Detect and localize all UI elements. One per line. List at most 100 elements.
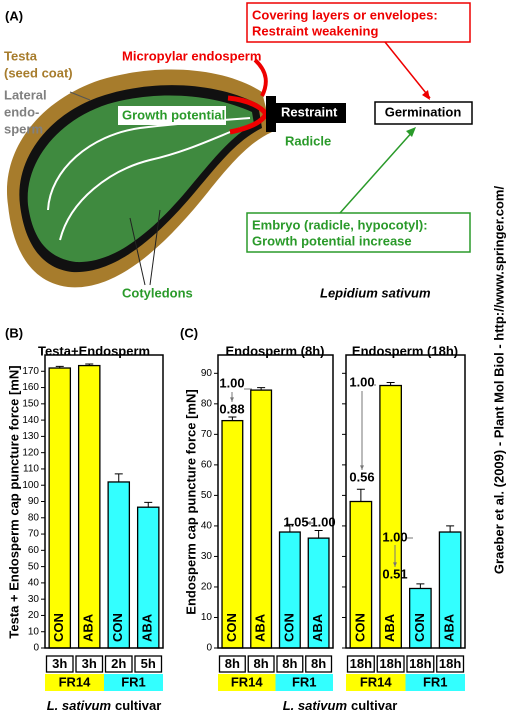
- time-label: 5h: [141, 656, 156, 671]
- time-box: [218, 655, 246, 673]
- annotation: 1.00: [219, 375, 244, 390]
- panel-label: (B): [5, 325, 23, 340]
- bar-label: CON: [224, 613, 239, 642]
- y-axis-label: Testa + Endosperm cap puncture force [mN…: [6, 365, 21, 638]
- group-box: [405, 674, 465, 691]
- label-germination: Germination: [385, 104, 462, 119]
- label-covering: Restraint weakening: [252, 23, 378, 38]
- group-box: [45, 674, 104, 691]
- time-label: 8h: [311, 656, 326, 671]
- label-cotyledons: Cotyledons: [122, 285, 193, 300]
- plot-frame: [217, 354, 334, 649]
- annotation: 0.56: [349, 469, 374, 484]
- seed-drawing: [6, 2, 473, 288]
- annotation: 1.05: [283, 514, 308, 529]
- panel-label: (C): [180, 325, 198, 340]
- y-axis-label: Endosperm cap puncture force [mN]: [183, 389, 198, 614]
- chart-title: Endosperm (18h): [352, 343, 458, 358]
- label-micropylar: Micropylar endosperm: [122, 48, 261, 63]
- group-box: [275, 674, 333, 691]
- error-bar: [446, 525, 455, 533]
- x-axis-label: L. sativum cultivar: [283, 698, 398, 713]
- label-growth: Growth potential: [122, 107, 225, 122]
- y-tick-label: 70: [201, 429, 213, 440]
- error-bar: [144, 501, 153, 508]
- annotation: 0.51: [382, 566, 407, 581]
- time-box: [247, 655, 275, 673]
- y-tick-label: 40: [201, 521, 213, 532]
- y-tick-label: 50: [201, 490, 213, 501]
- label-lateral: sperm: [4, 121, 43, 136]
- y-tick-label: 160: [22, 382, 39, 393]
- y-tick-label: 140: [22, 415, 39, 426]
- error-bar: [416, 583, 425, 589]
- time-box: [104, 655, 133, 673]
- bar: [48, 367, 72, 649]
- label-testa: Testa: [4, 48, 38, 63]
- y-tick-label: 10: [201, 612, 213, 623]
- error-bar: [285, 523, 294, 533]
- x-axis-label-species: L. sativum: [47, 698, 112, 713]
- time-box: [376, 655, 405, 673]
- annotation: 0.88: [219, 401, 244, 416]
- y-tick-label: 90: [201, 368, 213, 379]
- y-tick-label: 30: [201, 551, 213, 562]
- bar-label: ABA: [140, 613, 155, 642]
- error-bar: [314, 529, 323, 539]
- y-tick-label: 50: [28, 561, 40, 572]
- chart-title: Testa+Endosperm: [38, 343, 150, 358]
- annotation-arrowhead: [230, 397, 234, 402]
- label-embryo: Growth potential increase: [252, 233, 412, 248]
- group-label: FR14: [231, 674, 264, 689]
- y-tick-label: 60: [28, 545, 40, 556]
- label-lateral: endo-: [4, 104, 39, 119]
- y-tick-label: 100: [22, 480, 39, 491]
- annotation-arrowhead: [393, 562, 397, 567]
- group-label: FR14: [59, 674, 92, 689]
- label-lateral: Lateral: [4, 87, 47, 102]
- y-tick-label: 70: [28, 529, 40, 540]
- bar-label: CON: [412, 613, 427, 642]
- annotation: 1.00: [349, 374, 374, 389]
- credit: Graeber et al. (2009) - Plant Mol Biol -…: [491, 186, 506, 575]
- y-tick-label: 30: [28, 594, 40, 605]
- group-label: FR1: [292, 674, 317, 689]
- time-label: 18h: [350, 656, 372, 671]
- time-box: [276, 655, 304, 673]
- label-restraint: Restraint: [281, 104, 338, 119]
- bar-label: ABA: [81, 613, 96, 642]
- group-label: FR14: [360, 674, 393, 689]
- bar: [77, 364, 101, 649]
- y-tick-label: 130: [22, 431, 39, 442]
- x-axis-label: L. sativum cultivar: [47, 698, 162, 713]
- y-tick-label: 40: [28, 578, 40, 589]
- annotation-arrowhead: [306, 521, 311, 525]
- y-tick-label: 80: [201, 398, 213, 409]
- time-label: 2h: [111, 656, 126, 671]
- group-label: FR1: [121, 674, 146, 689]
- label-covering: Covering layers or envelopes:: [252, 7, 438, 22]
- time-box: [436, 655, 465, 673]
- time-box: [346, 655, 375, 673]
- bar-label: ABA: [253, 613, 268, 642]
- bar-label: CON: [110, 613, 125, 642]
- time-label: 18h: [439, 656, 461, 671]
- time-label: 18h: [409, 656, 431, 671]
- bar: [250, 389, 273, 649]
- time-box: [45, 655, 74, 673]
- annotation: 1.00: [382, 529, 407, 544]
- y-tick-label: 150: [22, 398, 39, 409]
- x-axis-label-text: cultivar: [351, 698, 397, 713]
- time-box: [305, 655, 333, 673]
- time-box: [406, 655, 435, 673]
- y-tick-label: 110: [23, 464, 39, 475]
- time-label: 18h: [379, 656, 401, 671]
- error-bar: [114, 473, 123, 482]
- group-label: FR1: [423, 674, 448, 689]
- label-testa: (seed coat): [4, 65, 73, 80]
- label-radicle: Radicle: [285, 133, 331, 148]
- label-embryo: Embryo (radicle, hypocotyl):: [252, 217, 428, 232]
- time-label: 8h: [282, 656, 297, 671]
